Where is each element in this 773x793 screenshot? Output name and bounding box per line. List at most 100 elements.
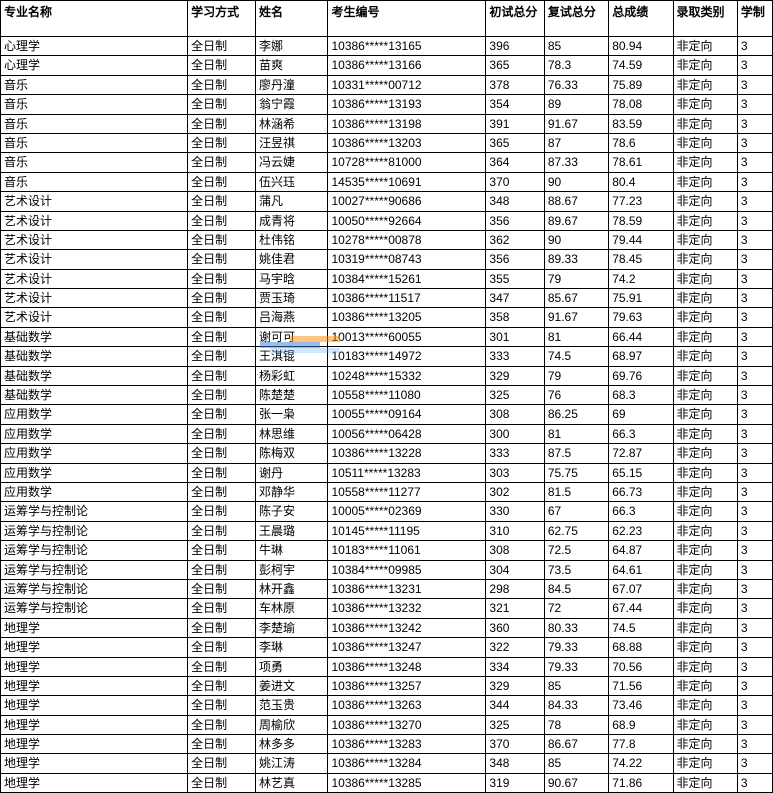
cell-exam_id: 10386*****13247 — [328, 638, 486, 657]
cell-duration: 3 — [737, 114, 772, 133]
cell-admit_type: 非定向 — [673, 657, 737, 676]
cell-admit_type: 非定向 — [673, 405, 737, 424]
cell-score1: 308 — [486, 405, 544, 424]
cell-duration: 3 — [737, 95, 772, 114]
cell-admit_type: 非定向 — [673, 327, 737, 346]
table-row: 运筹学与控制论全日制王晨璐10145*****1119531062.7562.2… — [1, 521, 773, 540]
cell-admit_type: 非定向 — [673, 75, 737, 94]
cell-admit_type: 非定向 — [673, 754, 737, 773]
cell-name: 陈子安 — [255, 502, 328, 521]
cell-duration: 3 — [737, 405, 772, 424]
cell-mode: 全日制 — [188, 579, 256, 598]
cell-score2: 89.33 — [544, 250, 608, 269]
col-header-exam-id: 考生编号 — [328, 1, 486, 37]
cell-exam_id: 10013*****60055 — [328, 327, 486, 346]
cell-total: 69.76 — [609, 366, 673, 385]
cell-name: 贾玉琦 — [255, 289, 328, 308]
cell-total: 68.88 — [609, 638, 673, 657]
table-row: 艺术设计全日制姚佳君10319*****0874335689.3378.45非定… — [1, 250, 773, 269]
cell-name: 吕海燕 — [255, 308, 328, 327]
cell-duration: 3 — [737, 153, 772, 172]
cell-name: 姚佳君 — [255, 250, 328, 269]
cell-score2: 76 — [544, 386, 608, 405]
table-row: 运筹学与控制论全日制彭柯宇10384*****0998530473.564.61… — [1, 560, 773, 579]
cell-score1: 300 — [486, 424, 544, 443]
cell-score2: 78 — [544, 715, 608, 734]
cell-total: 75.91 — [609, 289, 673, 308]
cell-duration: 3 — [737, 579, 772, 598]
cell-duration: 3 — [737, 75, 772, 94]
cell-exam_id: 10386*****13198 — [328, 114, 486, 133]
cell-major: 心理学 — [1, 56, 188, 75]
cell-mode: 全日制 — [188, 347, 256, 366]
cell-total: 64.87 — [609, 541, 673, 560]
table-row: 应用数学全日制林思维10056*****064283008166.3非定向3 — [1, 424, 773, 443]
cell-exam_id: 10386*****13203 — [328, 133, 486, 152]
cell-total: 80.94 — [609, 37, 673, 56]
cell-major: 心理学 — [1, 37, 188, 56]
cell-name: 冯云婕 — [255, 153, 328, 172]
cell-exam_id: 10331*****00712 — [328, 75, 486, 94]
cell-duration: 3 — [737, 735, 772, 754]
cell-score1: 334 — [486, 657, 544, 676]
cell-score2: 74.5 — [544, 347, 608, 366]
cell-name: 杜伟铭 — [255, 230, 328, 249]
cell-mode: 全日制 — [188, 56, 256, 75]
cell-exam_id: 10386*****13270 — [328, 715, 486, 734]
cell-mode: 全日制 — [188, 657, 256, 676]
cell-mode: 全日制 — [188, 95, 256, 114]
cell-score2: 79.33 — [544, 657, 608, 676]
cell-name: 邓静华 — [255, 482, 328, 501]
cell-major: 应用数学 — [1, 463, 188, 482]
cell-exam_id: 10056*****06428 — [328, 424, 486, 443]
cell-name: 林涵希 — [255, 114, 328, 133]
cell-mode: 全日制 — [188, 560, 256, 579]
cell-mode: 全日制 — [188, 37, 256, 56]
cell-name: 王晨璐 — [255, 521, 328, 540]
cell-name: 牛琳 — [255, 541, 328, 560]
cell-exam_id: 14535*****10691 — [328, 172, 486, 191]
cell-admit_type: 非定向 — [673, 715, 737, 734]
cell-major: 应用数学 — [1, 444, 188, 463]
cell-name: 林艺真 — [255, 773, 328, 792]
cell-score1: 362 — [486, 230, 544, 249]
cell-duration: 3 — [737, 133, 772, 152]
cell-admit_type: 非定向 — [673, 541, 737, 560]
cell-admit_type: 非定向 — [673, 599, 737, 618]
cell-mode: 全日制 — [188, 250, 256, 269]
cell-major: 运筹学与控制论 — [1, 579, 188, 598]
cell-score2: 72.5 — [544, 541, 608, 560]
cell-total: 66.44 — [609, 327, 673, 346]
cell-exam_id: 10386*****13257 — [328, 676, 486, 695]
cell-mode: 全日制 — [188, 541, 256, 560]
cell-major: 应用数学 — [1, 405, 188, 424]
cell-mode: 全日制 — [188, 133, 256, 152]
table-row: 应用数学全日制谢丹10511*****1328330375.7565.15非定向… — [1, 463, 773, 482]
cell-total: 75.89 — [609, 75, 673, 94]
table-header-row: 专业名称 学习方式 姓名 考生编号 初试总分 复试总分 总成绩 录取类别 学制 — [1, 1, 773, 37]
cell-name: 林开鑫 — [255, 579, 328, 598]
cell-mode: 全日制 — [188, 735, 256, 754]
table-body: 心理学全日制李娜10386*****131653968580.94非定向3心理学… — [1, 37, 773, 793]
cell-exam_id: 10386*****13283 — [328, 735, 486, 754]
cell-exam_id: 10145*****11195 — [328, 521, 486, 540]
cell-major: 运筹学与控制论 — [1, 502, 188, 521]
cell-duration: 3 — [737, 521, 772, 540]
cell-name: 杨彩虹 — [255, 366, 328, 385]
cell-exam_id: 10248*****15332 — [328, 366, 486, 385]
cell-mode: 全日制 — [188, 153, 256, 172]
cell-name: 李琳 — [255, 638, 328, 657]
cell-duration: 3 — [737, 463, 772, 482]
table-row: 地理学全日制李琳10386*****1324732279.3368.88非定向3 — [1, 638, 773, 657]
cell-major: 地理学 — [1, 715, 188, 734]
cell-exam_id: 10511*****13283 — [328, 463, 486, 482]
cell-exam_id: 10386*****13166 — [328, 56, 486, 75]
cell-major: 基础数学 — [1, 327, 188, 346]
cell-admit_type: 非定向 — [673, 230, 737, 249]
cell-exam_id: 10386*****13248 — [328, 657, 486, 676]
table-row: 音乐全日制冯云婕10728*****8100036487.3378.61非定向3 — [1, 153, 773, 172]
cell-name: 成青将 — [255, 211, 328, 230]
cell-exam_id: 10386*****13193 — [328, 95, 486, 114]
cell-total: 66.73 — [609, 482, 673, 501]
cell-admit_type: 非定向 — [673, 618, 737, 637]
